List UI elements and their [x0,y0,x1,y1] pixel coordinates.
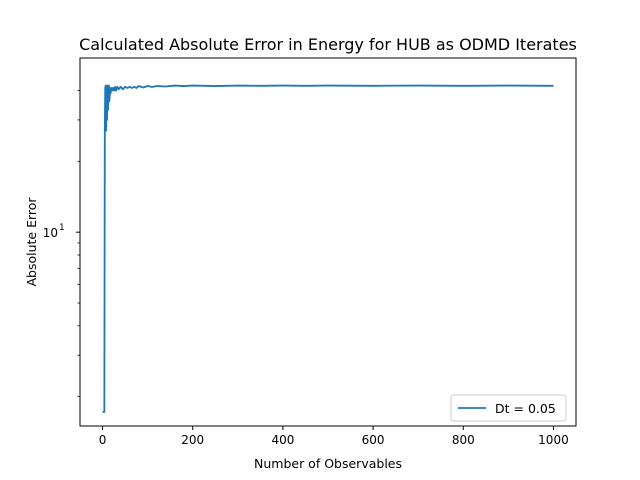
x-tick-label: 600 [362,433,385,447]
legend-label: Dt = 0.05 [495,401,556,416]
x-tick-label: 0 [99,433,107,447]
x-tick-label: 1000 [538,433,569,447]
x-tick-label: 200 [181,433,204,447]
series-line-0 [102,84,554,413]
axes-frame [79,57,577,427]
y-tick-label-exponent: 1 [59,223,65,233]
legend-box [450,394,567,422]
x-axis-label: Number of Observables [254,456,402,471]
x-tick-label: 800 [452,433,475,447]
chart-title: Calculated Absolute Error in Energy for … [79,35,577,54]
y-tick-label-base: 10 [43,226,58,240]
y-axis-label: Absolute Error [24,197,39,287]
plot-area: 0 200 400 600 800 1000 10 1 [43,57,577,447]
x-tick-label: 400 [271,433,294,447]
legend: Dt = 0.05 [450,394,567,422]
